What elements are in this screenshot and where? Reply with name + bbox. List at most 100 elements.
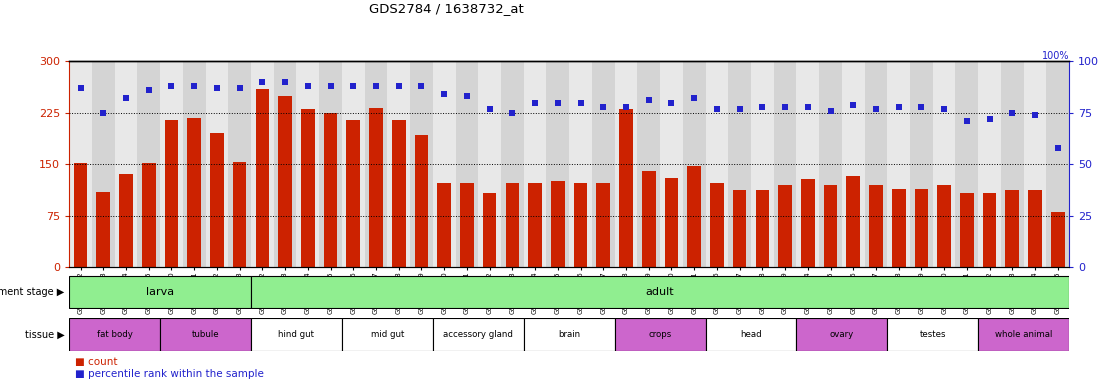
Bar [74, 163, 87, 267]
Bar [460, 183, 473, 267]
Bar [1006, 190, 1019, 267]
Point [549, 99, 567, 106]
Bar [1023, 61, 1047, 267]
Point [845, 101, 863, 108]
Bar [437, 183, 451, 267]
Text: whole animal: whole animal [995, 330, 1052, 339]
Point [481, 106, 499, 112]
Bar [273, 61, 297, 267]
Bar [341, 318, 433, 351]
Point [595, 104, 613, 110]
Bar [251, 61, 273, 267]
Bar [278, 96, 292, 267]
Bar [528, 183, 542, 267]
Bar [937, 185, 951, 267]
Bar [392, 120, 405, 267]
Point [117, 95, 135, 101]
Bar [229, 61, 251, 267]
Bar [797, 61, 819, 267]
Bar [915, 189, 929, 267]
Point [708, 106, 725, 112]
Point [731, 106, 749, 112]
Bar [892, 189, 905, 267]
Bar [341, 61, 365, 267]
Bar [596, 183, 610, 267]
Bar [778, 185, 792, 267]
Bar [415, 136, 429, 267]
Bar [687, 166, 701, 267]
Bar [233, 162, 247, 267]
Text: tubule: tubule [192, 330, 220, 339]
Bar [979, 61, 1001, 267]
Text: GDS2784 / 1638732_at: GDS2784 / 1638732_at [369, 2, 523, 15]
Bar [642, 171, 655, 267]
Bar [433, 318, 523, 351]
Bar [819, 61, 841, 267]
Bar [69, 61, 92, 267]
Point [1049, 145, 1067, 151]
Bar [69, 276, 251, 308]
Point [776, 104, 793, 110]
Text: larva: larva [146, 287, 174, 297]
Bar [142, 163, 155, 267]
Bar [551, 181, 565, 267]
Bar [455, 61, 479, 267]
Point [1026, 112, 1043, 118]
Text: mid gut: mid gut [371, 330, 404, 339]
Bar [756, 190, 769, 267]
Bar [1028, 190, 1042, 267]
Bar [933, 61, 955, 267]
Bar [615, 61, 637, 267]
Bar [210, 133, 223, 267]
Bar [801, 179, 815, 267]
Bar [387, 61, 410, 267]
Point [503, 110, 521, 116]
Point [617, 104, 635, 110]
Text: 100%: 100% [1041, 51, 1069, 61]
Point [367, 83, 385, 89]
Point [1003, 110, 1021, 116]
Bar [729, 61, 751, 267]
Point [253, 79, 271, 85]
Bar [119, 174, 133, 267]
Bar [324, 113, 337, 267]
Bar [479, 61, 501, 267]
Bar [369, 108, 383, 267]
Bar [433, 61, 455, 267]
Bar [410, 61, 433, 267]
Bar [705, 318, 797, 351]
Bar [574, 183, 587, 267]
Bar [251, 318, 341, 351]
Bar [205, 61, 229, 267]
Bar [705, 61, 729, 267]
Bar [1051, 212, 1065, 267]
Bar [187, 118, 201, 267]
Point [413, 83, 431, 89]
Bar [297, 61, 319, 267]
Bar [256, 89, 269, 267]
Text: head: head [740, 330, 762, 339]
Bar [910, 61, 933, 267]
Bar [660, 61, 683, 267]
Point [95, 110, 113, 116]
Bar [523, 318, 615, 351]
Bar [319, 61, 341, 267]
Bar [979, 318, 1069, 351]
Bar [501, 61, 523, 267]
Point [799, 104, 817, 110]
Point [889, 104, 907, 110]
Point [185, 83, 203, 89]
Bar [887, 61, 910, 267]
Bar [569, 61, 591, 267]
Text: accessory gland: accessory gland [443, 330, 513, 339]
Bar [346, 120, 360, 267]
Point [321, 83, 339, 89]
Point [958, 118, 975, 124]
Bar [547, 61, 569, 267]
Bar [251, 276, 1069, 308]
Bar [483, 193, 497, 267]
Point [663, 99, 681, 106]
Bar [69, 318, 160, 351]
Bar [615, 318, 705, 351]
Point [140, 87, 157, 93]
